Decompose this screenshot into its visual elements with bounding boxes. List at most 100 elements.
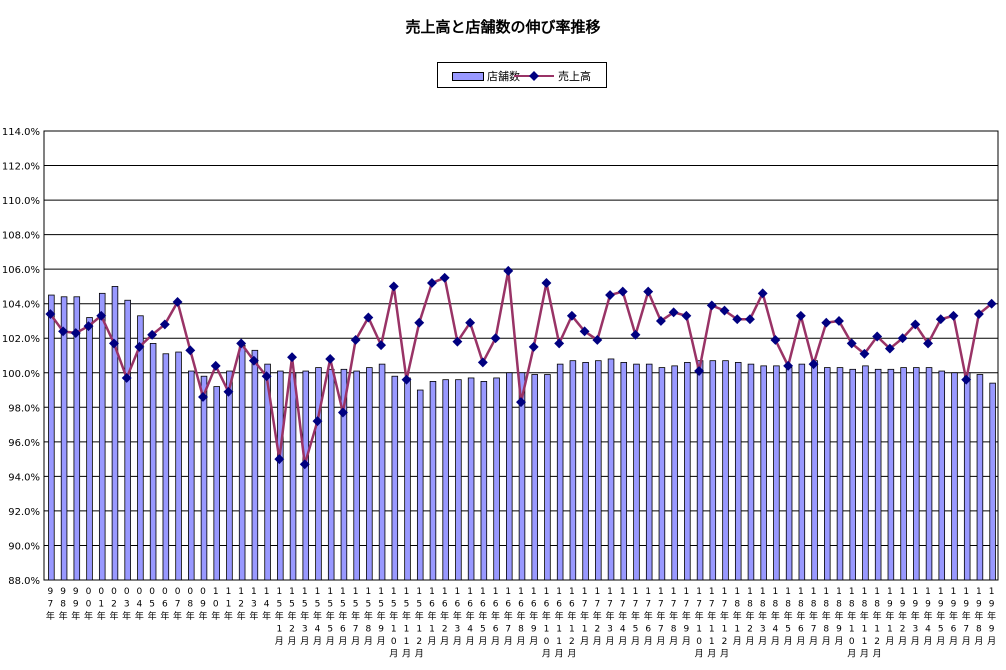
line-point [872,331,883,342]
line-point [439,272,450,283]
bar [251,349,259,581]
bar [544,374,551,581]
line-point [350,335,361,345]
line-point [477,357,488,368]
line-point [541,278,552,288]
line-point [465,317,476,328]
line-point [554,338,565,349]
bar [976,374,984,581]
y-tick-label: 108.0% [2,231,40,242]
bar [327,368,335,581]
bar [658,367,666,581]
bar [734,362,742,581]
bar [696,360,704,581]
bar [86,317,93,581]
line-point [185,345,196,356]
bar [277,370,284,581]
bar [811,360,818,581]
line-point [388,281,399,292]
line-point [846,338,857,349]
chart-title: 売上高と店舗数の伸び率推移 [405,18,601,36]
line-point [605,290,615,301]
bar [824,367,831,581]
bar [938,370,946,581]
bar [722,360,729,581]
bar [98,292,106,581]
line-point [630,329,641,340]
bar [684,362,691,581]
bar [747,363,755,581]
bar [315,367,322,581]
line-point [834,316,844,326]
line-point [668,307,679,318]
bar [506,372,513,581]
line-point [248,355,259,366]
line-point [363,312,374,323]
y-tick-label: 98.0% [8,403,40,414]
bar [836,367,844,581]
y-tick-label: 92.0% [8,507,40,518]
line-point [287,352,297,363]
bar [773,365,780,581]
legend-line-label: 売上高 [558,70,591,83]
y-tick-label: 106.0% [2,265,40,276]
line-point [325,354,336,364]
line-point [312,416,323,427]
bar [798,363,806,581]
line-point [986,298,997,309]
line-point [935,314,946,325]
y-tick-label: 112.0% [2,162,40,173]
legend-bar-swatch [452,72,484,81]
bar [48,294,55,581]
bar [569,360,577,581]
bar [200,375,208,581]
bar [709,360,717,581]
bar [226,370,233,581]
line-point [821,317,832,328]
line-point [452,336,463,347]
line-point [706,300,717,311]
legend-bars-label: 店舗数 [487,70,520,83]
bar [874,368,882,581]
bar [416,389,424,581]
line-point [808,359,819,370]
bar [531,374,538,581]
line-point [337,407,348,418]
line-point [757,288,768,299]
line-point [261,371,272,382]
line-point [923,338,933,349]
line-point [223,386,234,397]
line-point [859,348,870,359]
